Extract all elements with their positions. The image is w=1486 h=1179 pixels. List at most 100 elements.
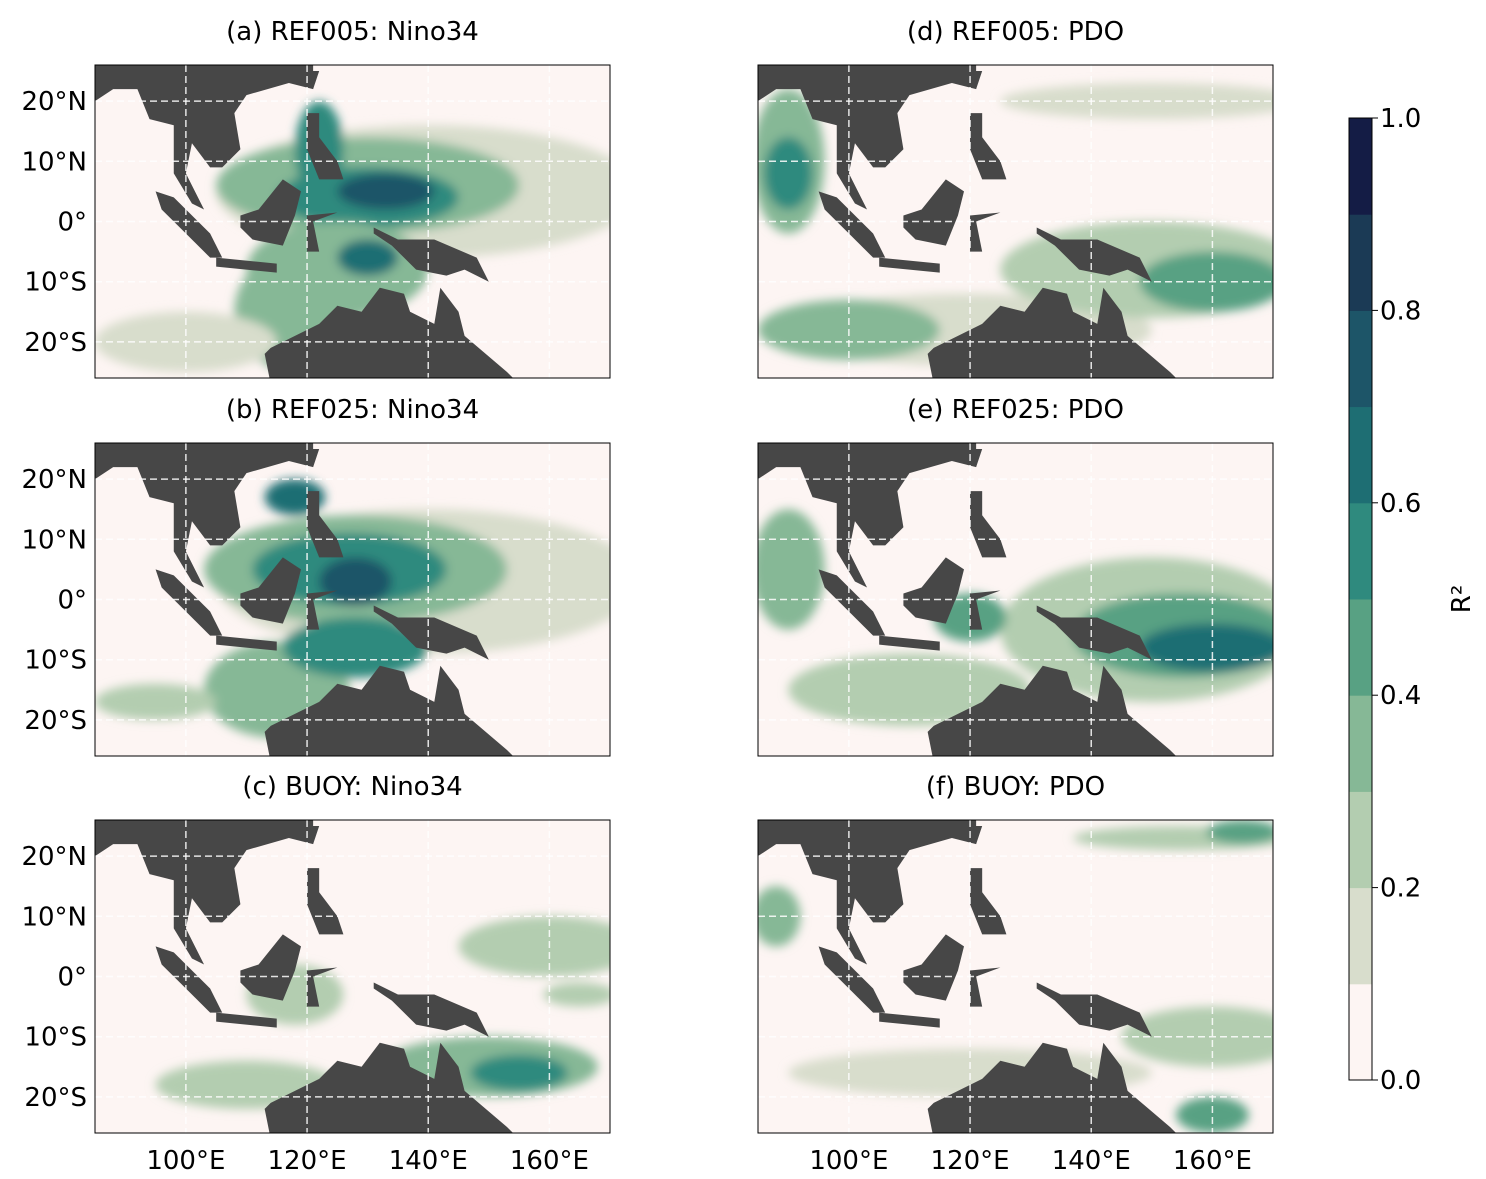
- field-blob: [1121, 1006, 1273, 1067]
- axes-frame: [94, 64, 611, 379]
- land: [307, 967, 338, 1007]
- colorbar-level: [1349, 791, 1372, 889]
- y-tick-label: 10°S: [24, 1023, 87, 1053]
- field-blob: [95, 683, 217, 720]
- land: [155, 191, 223, 258]
- y-tick-label: 20°N: [21, 842, 87, 872]
- x-tick-label: 120°E: [931, 1146, 1010, 1176]
- y-tick-label: 20°S: [24, 706, 87, 736]
- land: [1036, 227, 1152, 282]
- map-panel: [758, 65, 1273, 378]
- land: [973, 826, 983, 845]
- land: [240, 557, 301, 624]
- land: [310, 826, 320, 845]
- colorbar-frame: [1348, 117, 1373, 1081]
- field-blob: [470, 1054, 568, 1091]
- x-tick-label: 160°E: [1173, 1146, 1252, 1176]
- land: [970, 868, 1007, 935]
- land: [973, 449, 983, 468]
- map-panel: [95, 820, 610, 1133]
- colorbar-level: [1349, 214, 1372, 311]
- land: [307, 113, 344, 180]
- land: [818, 946, 886, 1013]
- colorbar-tick-label: 0.8: [1380, 296, 1421, 326]
- colorbar-label: R²: [1447, 585, 1477, 614]
- land: [879, 1012, 940, 1028]
- land: [373, 605, 489, 660]
- land: [95, 820, 314, 965]
- land: [95, 65, 314, 210]
- colorbar-tick-label: 1.0: [1380, 104, 1421, 134]
- land: [307, 590, 338, 630]
- field-blob: [1206, 820, 1273, 845]
- land: [970, 491, 1007, 558]
- field-blob: [758, 886, 801, 947]
- land: [307, 868, 344, 935]
- colorbar-level: [1349, 887, 1372, 985]
- x-tick-label: 140°E: [1052, 1146, 1131, 1176]
- x-tick-label: 100°E: [809, 1146, 888, 1176]
- panel-title: (d) REF005: PDO: [907, 17, 1124, 47]
- land: [1036, 982, 1152, 1037]
- field-blob: [764, 137, 813, 210]
- land: [927, 1042, 1177, 1133]
- land: [216, 1012, 277, 1028]
- field-blob: [1139, 623, 1273, 672]
- y-tick-label: 10°N: [21, 147, 87, 177]
- colorbar-level: [1349, 310, 1372, 408]
- land: [307, 212, 338, 252]
- field: [155, 916, 610, 1109]
- land: [903, 179, 964, 246]
- land: [927, 287, 1177, 378]
- field: [95, 101, 610, 372]
- panel-title: (e) REF025: PDO: [907, 395, 1124, 425]
- x-tick-label: 160°E: [510, 1146, 589, 1176]
- axes-frame: [757, 442, 1274, 757]
- field-blob: [319, 557, 392, 606]
- panel-title: (c) BUOY: Nino34: [242, 772, 462, 802]
- y-tick-label: 10°N: [21, 902, 87, 932]
- land: [973, 71, 983, 90]
- map-panel: [95, 65, 610, 378]
- y-tick-label: 20°S: [24, 1083, 87, 1113]
- field-blob: [337, 239, 398, 276]
- axes-frame: [757, 819, 1274, 1134]
- y-tick-label: 10°S: [24, 268, 87, 298]
- land: [264, 1042, 514, 1133]
- land: [373, 227, 489, 282]
- field-blob: [458, 916, 610, 977]
- land: [903, 557, 964, 624]
- land: [758, 65, 977, 210]
- land: [155, 946, 223, 1013]
- land: [758, 820, 977, 965]
- land: [310, 71, 320, 90]
- axes-frame: [94, 442, 611, 757]
- y-tick-label: 10°S: [24, 646, 87, 676]
- land: [758, 443, 977, 588]
- x-tick-label: 100°E: [146, 1146, 225, 1176]
- land: [970, 590, 1001, 630]
- colorbar-tick-label: 0.0: [1380, 1066, 1421, 1096]
- field-blob: [1176, 1096, 1249, 1133]
- land: [970, 212, 1001, 252]
- land: [1036, 605, 1152, 660]
- field-blob: [282, 617, 429, 678]
- field-blob: [337, 173, 435, 210]
- field-blob: [758, 509, 825, 630]
- land: [264, 287, 514, 378]
- land: [818, 191, 886, 258]
- land: [216, 635, 277, 651]
- colorbar-tick-label: 0.4: [1380, 681, 1421, 711]
- y-tick-label: 10°N: [21, 525, 87, 555]
- y-tick-label: 0°: [57, 963, 87, 993]
- land: [373, 982, 489, 1037]
- panel-title: (a) REF005: Nino34: [226, 17, 479, 47]
- land: [307, 491, 344, 558]
- x-tick-label: 140°E: [389, 1146, 468, 1176]
- land: [970, 967, 1001, 1007]
- land: [240, 934, 301, 1001]
- colorbar-level: [1349, 695, 1372, 792]
- land: [216, 257, 277, 273]
- y-tick-label: 0°: [57, 208, 87, 238]
